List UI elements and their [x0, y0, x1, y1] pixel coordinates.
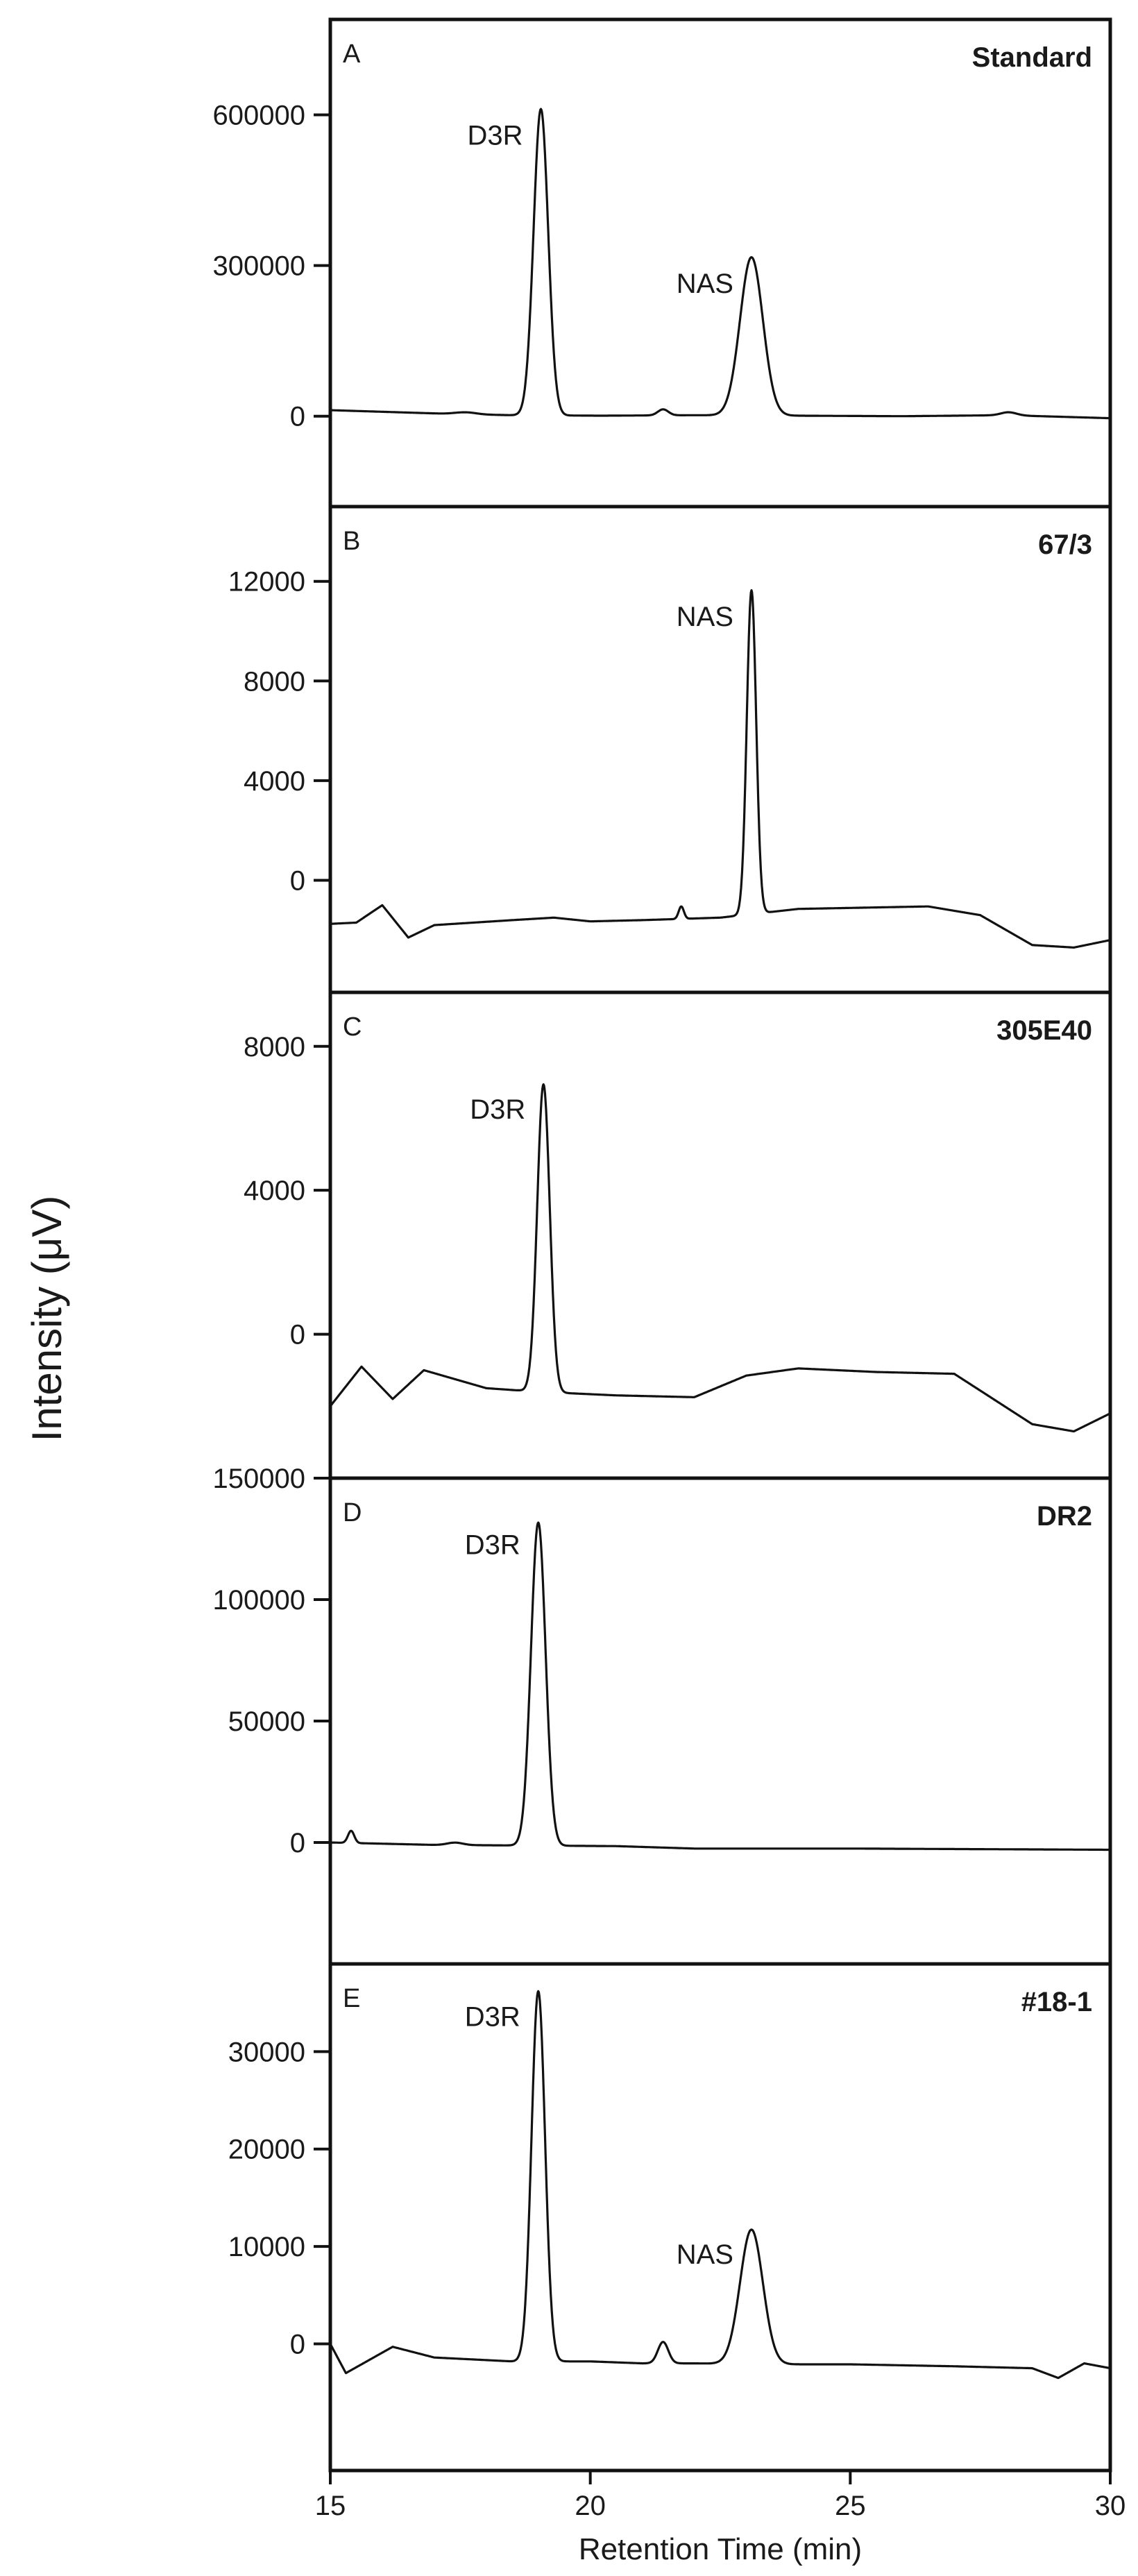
sample-name: #18-1 — [1021, 1987, 1092, 2017]
y-tick-label: 0 — [290, 865, 305, 896]
peak-label-nas: NAS — [677, 2239, 733, 2270]
y-tick-label: 20000 — [228, 2135, 305, 2165]
y-tick-label: 150000 — [213, 1464, 305, 1494]
panel-frame — [328, 1476, 1112, 1966]
peak-label-nas: NAS — [677, 269, 733, 299]
chromatogram-trace — [329, 1990, 1111, 2380]
panel-b: 0 4000 8000 12000 B 67/3 NAS — [228, 505, 1112, 994]
panel-letter: A — [343, 40, 361, 69]
panel-frame — [328, 990, 1112, 1480]
peak-label-nas: NAS — [677, 602, 733, 632]
y-tick-label: 8000 — [244, 666, 305, 697]
y-tick-label: 8000 — [244, 1032, 305, 1062]
panel-frame — [328, 17, 1112, 509]
peak-label-d3r: D3R — [465, 2001, 520, 2032]
y-tick-label: 0 — [290, 1320, 305, 1350]
x-axis: 15 20 25 30 — [315, 2471, 1126, 2521]
peak-label-d3r: D3R — [467, 120, 523, 151]
y-tick-label: 30000 — [228, 2037, 305, 2067]
sample-name: Standard — [972, 42, 1092, 73]
x-tick-label: 25 — [835, 2491, 866, 2521]
y-tick-label: 50000 — [228, 1706, 305, 1737]
y-tick-label: 0 — [290, 1828, 305, 1858]
panel-letter: D — [343, 1498, 362, 1527]
y-tick-label: 12000 — [228, 567, 305, 598]
panel-letter: B — [343, 527, 360, 556]
panel-a: 0 300000 600000 A Standard D3R NAS — [213, 17, 1112, 509]
y-tick-label: 0 — [290, 402, 305, 432]
chromatogram-trace — [329, 1083, 1111, 1433]
x-tick-label: 20 — [575, 2491, 606, 2521]
x-tick-label: 30 — [1095, 2491, 1126, 2521]
y-axis-title: Intensity (μV) — [24, 1196, 70, 1442]
sample-name: 67/3 — [1038, 529, 1092, 560]
x-tick-label: 15 — [315, 2491, 346, 2521]
peak-label-d3r: D3R — [465, 1530, 520, 1561]
peak-label-d3r: D3R — [470, 1094, 525, 1125]
panel-c: 0 4000 8000 C 305E40 D3R — [244, 990, 1112, 1480]
sample-name: 305E40 — [996, 1015, 1092, 1046]
chromatogram-trace — [330, 108, 1111, 420]
y-tick-label: 300000 — [213, 251, 305, 282]
y-tick-label: 100000 — [213, 1585, 305, 1616]
panel-e: 0 10000 20000 30000 E #18-1 D3R NAS — [228, 1962, 1112, 2473]
y-tick-label: 0 — [290, 2330, 305, 2360]
y-tick-label: 600000 — [213, 101, 305, 131]
panel-letter: C — [343, 1012, 362, 1042]
y-tick-label: 4000 — [244, 766, 305, 797]
chromatogram-trace — [330, 589, 1111, 949]
panel-frame — [328, 505, 1112, 994]
y-tick-label: 4000 — [244, 1176, 305, 1206]
y-tick-label: 10000 — [228, 2232, 305, 2262]
sample-name: DR2 — [1037, 1501, 1092, 1532]
panel-letter: E — [343, 1984, 360, 2013]
panel-frame — [328, 1962, 1112, 2473]
panel-d: 0 50000 100000 150000 D DR2 D3R — [213, 1464, 1112, 1966]
x-axis-title: Retention Time (min) — [579, 2532, 862, 2566]
chromatogram-trace — [330, 1521, 1111, 1852]
